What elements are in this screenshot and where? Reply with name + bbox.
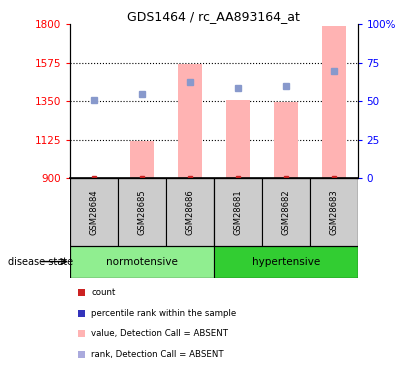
Bar <box>166 178 214 246</box>
Bar <box>226 99 250 178</box>
Text: GSM28684: GSM28684 <box>89 189 98 235</box>
Bar <box>309 178 358 246</box>
Text: count: count <box>91 288 115 297</box>
Text: rank, Detection Call = ABSENT: rank, Detection Call = ABSENT <box>91 350 224 359</box>
Bar <box>214 246 358 278</box>
Bar <box>130 141 154 178</box>
Text: GSM28686: GSM28686 <box>185 189 194 235</box>
Bar <box>214 178 262 246</box>
Bar <box>70 246 214 278</box>
Text: hypertensive: hypertensive <box>252 256 320 267</box>
Bar <box>274 102 298 178</box>
Text: GSM28682: GSM28682 <box>281 189 290 235</box>
Bar <box>322 26 346 178</box>
Text: GSM28685: GSM28685 <box>137 189 146 235</box>
Bar <box>262 178 309 246</box>
Text: normotensive: normotensive <box>106 256 178 267</box>
Bar <box>70 178 118 246</box>
Bar <box>178 64 202 178</box>
Text: disease state: disease state <box>8 256 73 267</box>
Text: GSM28683: GSM28683 <box>329 189 338 235</box>
Title: GDS1464 / rc_AA893164_at: GDS1464 / rc_AA893164_at <box>127 10 300 23</box>
Text: value, Detection Call = ABSENT: value, Detection Call = ABSENT <box>91 329 228 338</box>
Text: percentile rank within the sample: percentile rank within the sample <box>91 309 236 318</box>
Bar <box>118 178 166 246</box>
Text: GSM28681: GSM28681 <box>233 189 242 235</box>
